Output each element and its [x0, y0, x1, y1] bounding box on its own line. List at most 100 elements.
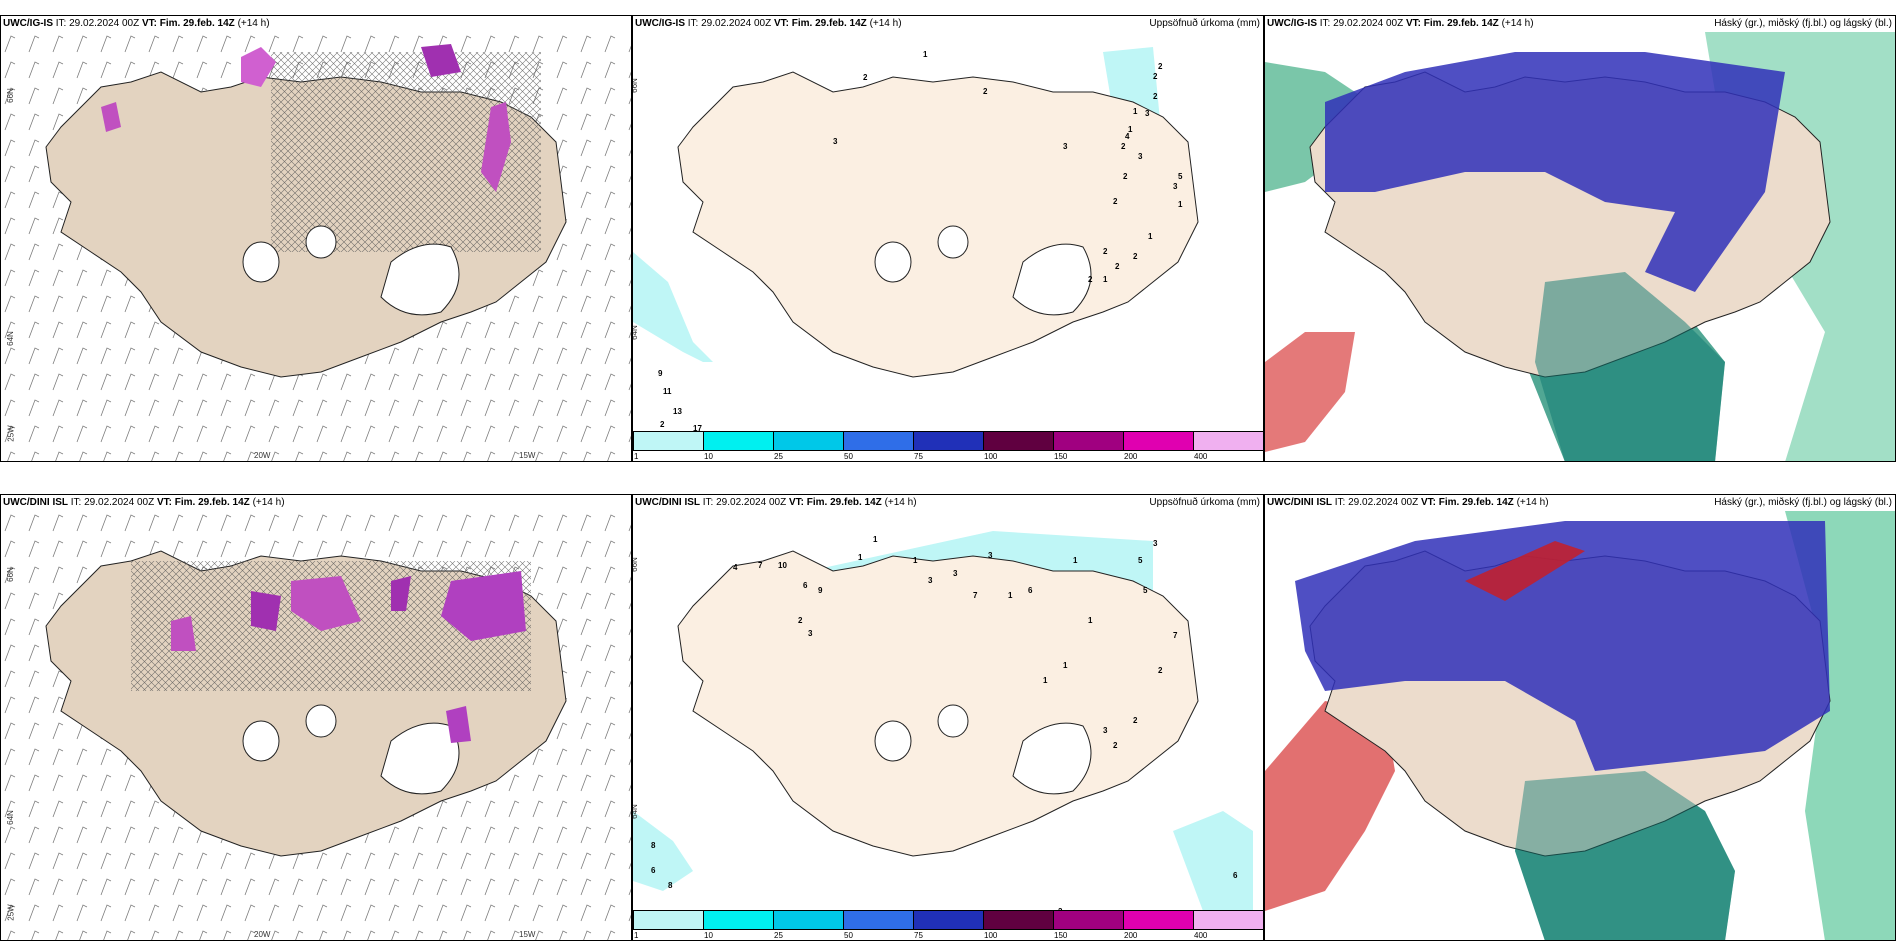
precip-value: 9	[658, 369, 663, 378]
precip-value: 2	[1133, 252, 1138, 261]
panel-title: Háský (gr.), miðský (fj.bl.) og lágský (…	[1714, 497, 1892, 508]
panel-header: UWC/DINI ISL IT: 29.02.2024 00Z VT: Fim.…	[3, 497, 285, 508]
lat-label: 64N	[632, 325, 639, 340]
legend-swatch	[773, 432, 843, 450]
precip-value: 3	[953, 569, 958, 578]
wind-map-panel-bottom: UWC/DINI ISL IT: 29.02.2024 00Z VT: Fim.…	[0, 494, 632, 941]
wind-barb-map	[1, 32, 631, 461]
precip-value: 2	[1158, 62, 1163, 71]
lat-label: 66N	[5, 88, 15, 103]
legend-swatch	[703, 432, 773, 450]
precip-value: 1	[1133, 107, 1138, 116]
legend-swatch	[913, 911, 983, 929]
cloud-map	[1265, 511, 1895, 940]
cloud-map	[1265, 32, 1895, 461]
precip-value: 3	[1103, 726, 1108, 735]
legend-swatch	[633, 911, 703, 929]
precip-value: 1	[1148, 232, 1153, 241]
legend-swatch	[773, 911, 843, 929]
precip-value: 3	[1063, 142, 1068, 151]
panel-header: UWC/IG-IS IT: 29.02.2024 00Z VT: Fim. 29…	[635, 18, 902, 29]
legend-tick-label: 10	[704, 452, 713, 461]
precip-value: 1	[1073, 556, 1078, 565]
legend-tick-label: 100	[984, 452, 998, 461]
lat-label: 64N	[5, 331, 15, 346]
precip-value: 6	[1233, 871, 1238, 880]
legend-tick-label: 50	[844, 931, 853, 940]
precip-value: 7	[973, 591, 978, 600]
legend-swatch	[843, 911, 913, 929]
legend-tick-label: 75	[914, 931, 923, 940]
precip-value: 3	[928, 576, 933, 585]
precip-value: 2	[1103, 247, 1108, 256]
precip-value: 3	[1145, 109, 1150, 118]
legend-tick-label: 200	[1124, 452, 1138, 461]
precip-value: 2	[1123, 172, 1128, 181]
precip-color-legend: 1 10 25 50 75 100 150 200 400	[633, 431, 1263, 461]
panel-header: UWC/IG-IS IT: 29.02.2024 00Z VT: Fim. 29…	[1267, 18, 1534, 29]
precip-value: 3	[833, 137, 838, 146]
precip-value: 1	[1043, 676, 1048, 685]
lat-label: 66N	[5, 567, 15, 582]
panel-header: UWC/DINI ISL IT: 29.02.2024 00Z VT: Fim.…	[1267, 497, 1549, 508]
precip-value: 1	[1178, 200, 1183, 209]
precip-value: 10	[778, 561, 787, 570]
precip-value: 2	[1121, 142, 1126, 151]
legend-swatch	[1193, 432, 1263, 450]
legend-tick-label: 1	[634, 931, 639, 940]
legend-tick-label: 400	[1194, 452, 1208, 461]
precip-value: 2	[660, 420, 665, 429]
precip-value: 3	[808, 629, 813, 638]
panel-header: UWC/DINI ISL IT: 29.02.2024 00Z VT: Fim.…	[635, 497, 917, 508]
lat-label: 64N	[5, 810, 15, 825]
precip-value: 2	[863, 73, 868, 82]
precip-value: 2	[1113, 741, 1118, 750]
precip-value: 2	[1088, 275, 1093, 284]
panel-header: UWC/IG-IS IT: 29.02.2024 00Z VT: Fim. 29…	[3, 18, 270, 29]
precip-value: 1	[1088, 616, 1093, 625]
panel-title: Háský (gr.), miðský (fj.bl.) og lágský (…	[1714, 18, 1892, 29]
precip-value: 6	[651, 866, 656, 875]
legend-tick-label: 150	[1054, 452, 1068, 461]
precip-value: 1	[1103, 275, 1108, 284]
lat-label: 64N	[632, 804, 639, 819]
precip-value: 1	[858, 553, 863, 562]
precip-value: 8	[668, 881, 673, 890]
legend-swatch	[983, 432, 1053, 450]
precip-value: 2	[1115, 262, 1120, 271]
legend-tick-label: 1	[634, 452, 639, 461]
precip-map	[633, 531, 1253, 911]
wind-map-panel-top: UWC/IG-IS IT: 29.02.2024 00Z VT: Fim. 29…	[0, 15, 632, 462]
precip-value: 2	[798, 616, 803, 625]
legend-swatch	[703, 911, 773, 929]
lat-label: 66N	[632, 557, 639, 572]
precip-value: 3	[988, 551, 993, 560]
precip-value-labels: 1 2 2 3 2 1 3 1 2 4 3 2 2 3 2 2 1 2 2 1 …	[633, 32, 1263, 441]
legend-tick-label: 75	[914, 452, 923, 461]
precip-value: 1	[1128, 125, 1133, 134]
legend-swatch	[1053, 911, 1123, 929]
precip-value: 4	[1125, 132, 1130, 141]
legend-tick-label: 25	[774, 452, 783, 461]
legend-tick-label: 10	[704, 931, 713, 940]
legend-swatch	[843, 432, 913, 450]
precip-value: 5	[1178, 172, 1183, 181]
precip-value: 9	[818, 586, 823, 595]
lon-label: 15W	[519, 930, 536, 939]
lat-label: 66N	[632, 78, 639, 93]
precip-value: 6	[1028, 586, 1033, 595]
precip-value: 2	[983, 87, 988, 96]
precip-value: 11	[663, 387, 672, 396]
legend-swatch	[913, 432, 983, 450]
precip-map	[633, 47, 1199, 378]
legend-swatch	[1123, 911, 1193, 929]
lon-label: 20W	[254, 451, 271, 460]
panel-title: Uppsöfnuð úrkoma (mm)	[1149, 18, 1260, 29]
cloud-map-panel-bottom: UWC/DINI ISL IT: 29.02.2024 00Z VT: Fim.…	[1264, 494, 1896, 941]
lon-label: 20W	[254, 930, 271, 939]
precip-value: 1	[913, 556, 918, 565]
precip-value: 13	[673, 407, 682, 416]
precip-value: 17	[693, 424, 702, 433]
lon-label: 25W	[6, 425, 16, 442]
legend-tick-label: 200	[1124, 931, 1138, 940]
